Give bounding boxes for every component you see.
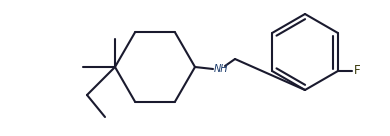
Text: NH: NH <box>214 64 229 74</box>
Text: F: F <box>354 64 360 78</box>
